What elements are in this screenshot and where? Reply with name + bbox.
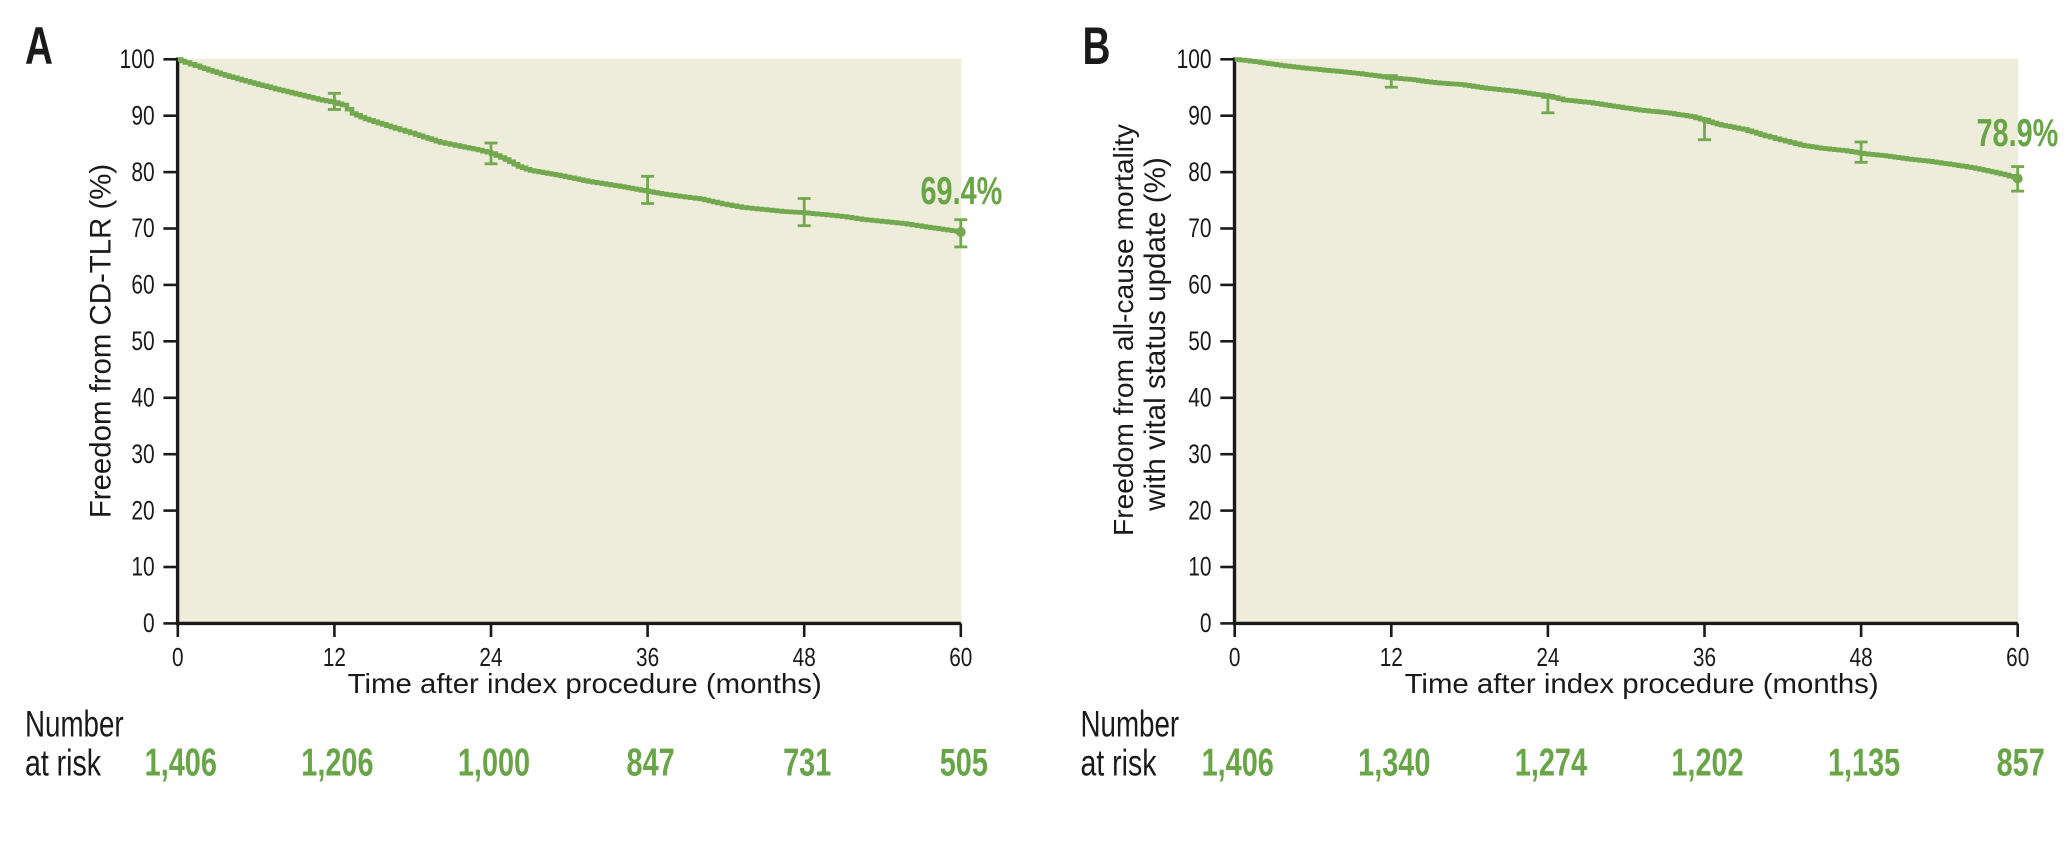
svg-text:48: 48 <box>1850 643 1873 672</box>
svg-text:36: 36 <box>636 643 659 672</box>
svg-text:50: 50 <box>1188 327 1211 357</box>
svg-text:90: 90 <box>131 101 154 131</box>
svg-text:A: A <box>25 16 53 75</box>
svg-text:40: 40 <box>1188 383 1211 413</box>
svg-text:12: 12 <box>323 643 346 672</box>
svg-text:0: 0 <box>1229 643 1241 672</box>
svg-text:Freedom from all-cause mortali: Freedom from all-cause mortality <box>1107 123 1139 536</box>
svg-text:Time after index procedure (mo: Time after index procedure (months) <box>348 668 822 699</box>
svg-text:847: 847 <box>627 741 675 784</box>
svg-text:1,274: 1,274 <box>1515 741 1587 784</box>
svg-text:80: 80 <box>1188 158 1211 188</box>
svg-text:1,000: 1,000 <box>458 741 530 784</box>
svg-text:with vital status update (%): with vital status update (%) <box>1139 157 1172 512</box>
svg-text:1,406: 1,406 <box>145 741 217 784</box>
svg-text:48: 48 <box>793 643 816 672</box>
svg-text:69.4%: 69.4% <box>921 170 1003 213</box>
svg-text:78.9%: 78.9% <box>1977 112 2059 155</box>
svg-text:60: 60 <box>949 643 972 672</box>
svg-text:at risk: at risk <box>25 742 101 783</box>
svg-text:90: 90 <box>1188 101 1211 131</box>
svg-text:80: 80 <box>131 158 154 188</box>
svg-text:24: 24 <box>1536 643 1559 672</box>
svg-text:505: 505 <box>940 741 988 784</box>
svg-text:100: 100 <box>1177 45 1212 75</box>
svg-text:1,406: 1,406 <box>1202 741 1274 784</box>
svg-text:36: 36 <box>1693 643 1716 672</box>
svg-text:100: 100 <box>120 45 155 75</box>
svg-text:at risk: at risk <box>1081 742 1157 783</box>
svg-text:Freedom from CD-TLR (%): Freedom from CD-TLR (%) <box>85 164 118 518</box>
svg-text:0: 0 <box>1200 609 1212 639</box>
svg-text:70: 70 <box>1188 214 1211 244</box>
svg-text:20: 20 <box>131 496 154 526</box>
svg-text:50: 50 <box>131 327 154 357</box>
svg-text:1,340: 1,340 <box>1358 741 1430 784</box>
svg-text:30: 30 <box>131 440 154 470</box>
svg-text:857: 857 <box>1997 741 2045 784</box>
svg-text:30: 30 <box>1188 440 1211 470</box>
svg-text:0: 0 <box>172 643 184 672</box>
svg-text:60: 60 <box>1188 270 1211 300</box>
svg-text:1,206: 1,206 <box>301 741 373 784</box>
svg-text:Number: Number <box>1081 702 1180 744</box>
svg-text:10: 10 <box>131 552 154 582</box>
svg-text:731: 731 <box>783 741 831 784</box>
svg-text:70: 70 <box>131 214 154 244</box>
svg-text:20: 20 <box>1188 496 1211 526</box>
svg-text:B: B <box>1083 16 1111 75</box>
svg-text:10: 10 <box>1188 552 1211 582</box>
svg-text:60: 60 <box>2006 643 2029 672</box>
svg-text:1,202: 1,202 <box>1671 741 1743 784</box>
svg-text:0: 0 <box>143 609 155 639</box>
svg-text:Time after index procedure (mo: Time after index procedure (months) <box>1405 668 1879 699</box>
svg-text:Number: Number <box>25 702 124 744</box>
svg-text:40: 40 <box>131 383 154 413</box>
svg-text:60: 60 <box>131 270 154 300</box>
svg-text:12: 12 <box>1380 643 1403 672</box>
svg-text:1,135: 1,135 <box>1828 741 1900 784</box>
svg-text:24: 24 <box>479 643 502 672</box>
